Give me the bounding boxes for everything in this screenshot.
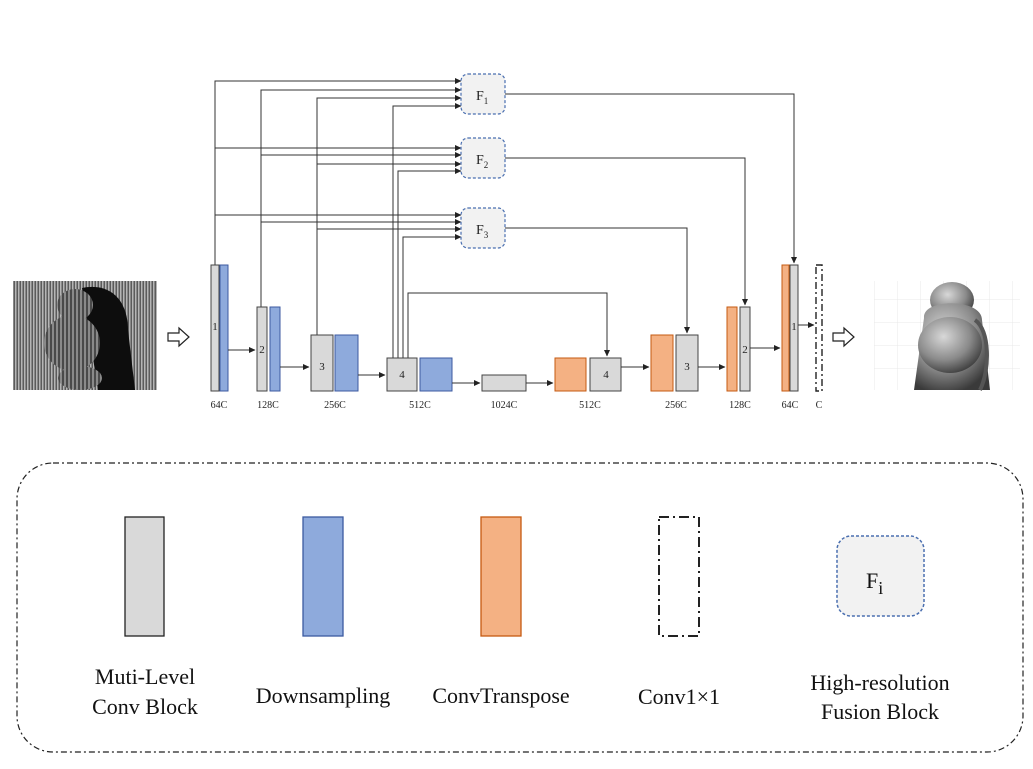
fusion-f1-sub: 1 — [484, 96, 489, 106]
conv1x1-block — [815, 264, 823, 392]
conv-number: 1 — [791, 321, 797, 333]
conv-block-1-up — [789, 264, 799, 392]
fusion-block-f1: F1 — [460, 73, 506, 115]
legend-conv1x1-swatch — [658, 516, 700, 637]
fusion-block-f2: F2 — [460, 137, 506, 179]
channel-label: 512C — [579, 400, 601, 411]
bottleneck-block — [481, 374, 527, 392]
legend-fusion-label-2: Fusion Block — [821, 699, 939, 724]
svg-text:F3: F3 — [476, 223, 489, 240]
channel-label: C — [816, 400, 823, 411]
downsample-block-1 — [219, 264, 229, 392]
channel-label: 1024C — [491, 400, 518, 411]
channel-label: 128C — [257, 400, 279, 411]
svg-text:Fi: Fi — [866, 568, 883, 598]
upsample-block-3 — [650, 334, 674, 392]
conv-block-3-up — [675, 334, 699, 392]
legend-conv-swatch — [124, 516, 165, 637]
upsample-block-2 — [726, 306, 738, 392]
conv-number: 3 — [684, 361, 690, 373]
legend-down-swatch — [302, 516, 344, 637]
fusion-f2-sub: 2 — [484, 160, 489, 170]
legend-down-label: Downsampling — [256, 683, 390, 708]
channel-label: 128C — [729, 400, 751, 411]
fusion-f3-main: F — [476, 223, 484, 238]
conv-number: 2 — [259, 344, 265, 356]
legend: Fi Muti-Level Conv Block Downsampling Co… — [92, 516, 950, 724]
channel-label: 256C — [324, 400, 346, 411]
downsample-block-4 — [419, 357, 453, 392]
channel-label: 64C — [782, 400, 799, 411]
conv-block-2-up — [739, 306, 751, 392]
channel-label: 256C — [665, 400, 687, 411]
conv-block-1 — [210, 264, 220, 392]
fusion-block-f3: F3 — [460, 207, 506, 249]
fusion-f2-main: F — [476, 153, 484, 168]
conv-block-2 — [256, 306, 268, 392]
legend-conv-label-1: Muti-Level — [95, 664, 195, 689]
fusion-f3-sub: 3 — [484, 230, 489, 240]
conv-number: 4 — [603, 369, 609, 381]
conv-block-4-up — [589, 357, 622, 392]
conv-block-4 — [386, 357, 418, 392]
svg-text:F1: F1 — [476, 89, 488, 106]
conv-number: 2 — [742, 344, 748, 356]
legend-box — [16, 462, 1024, 753]
legend-fusion-swatch — [836, 535, 925, 617]
channel-labels: 64C 128C 256C 512C 1024C 512C 256C 128C … — [211, 400, 823, 411]
legend-conv-label-2: Conv Block — [92, 694, 198, 719]
downsample-block-2 — [269, 306, 281, 392]
conv-number: 1 — [212, 321, 218, 333]
conv-block-3 — [310, 334, 334, 392]
skip-connections — [214, 78, 797, 358]
channel-label: 512C — [409, 400, 431, 411]
output-image — [874, 281, 1020, 391]
encoder — [210, 264, 527, 392]
legend-fusion-label-1: High-resolution — [810, 670, 949, 695]
decoder — [554, 264, 823, 392]
legend-fusion-main: F — [866, 568, 878, 593]
legend-up-swatch — [480, 516, 522, 637]
upsample-block-4 — [554, 357, 587, 392]
input-image — [13, 281, 157, 390]
flow-arrows — [228, 322, 815, 386]
fusion-f1-main: F — [476, 89, 484, 104]
output-arrow-icon — [832, 326, 855, 348]
conv-block-numbers: 1 2 3 4 4 3 2 1 — [212, 321, 797, 381]
legend-up-label: ConvTranspose — [432, 683, 569, 708]
conv-number: 4 — [399, 369, 405, 381]
upsample-block-1 — [781, 264, 790, 392]
svg-text:F2: F2 — [476, 153, 488, 170]
downsample-block-3 — [334, 334, 359, 392]
legend-fusion-sub: i — [878, 578, 883, 598]
conv-number: 3 — [319, 361, 325, 373]
input-arrow-icon — [167, 326, 190, 348]
channel-label: 64C — [211, 400, 228, 411]
legend-conv1x1-label: Conv1×1 — [638, 684, 720, 709]
